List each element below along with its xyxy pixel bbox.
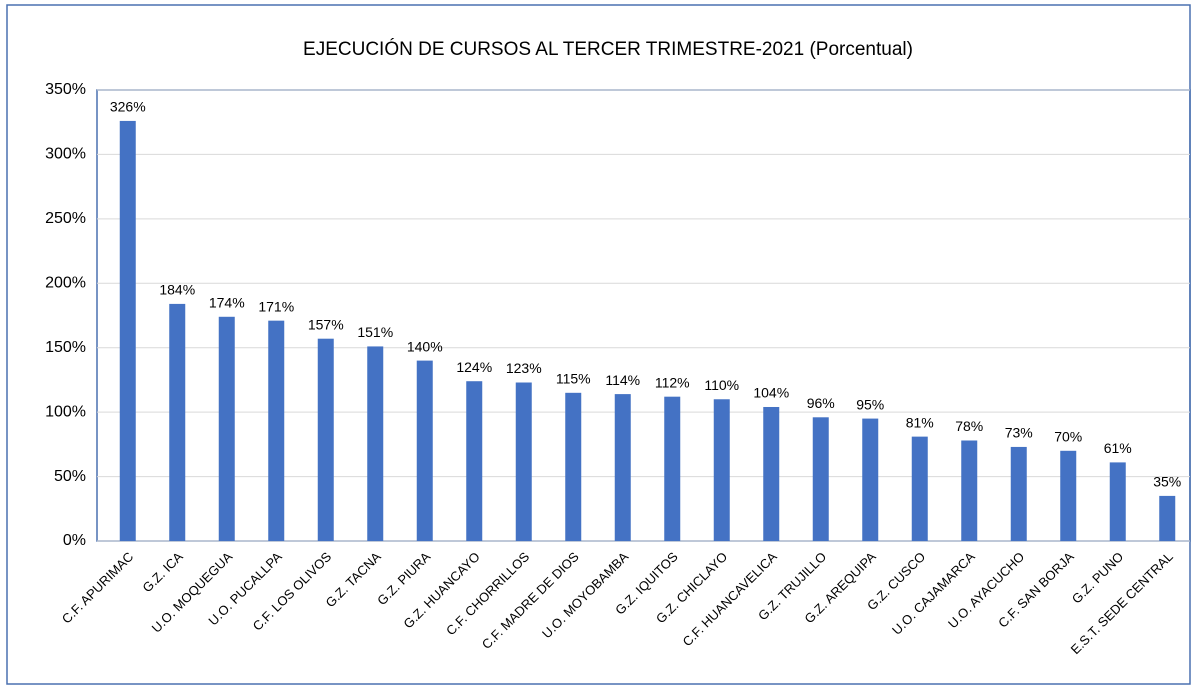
- bar: [268, 320, 285, 541]
- bar: [812, 417, 829, 541]
- bar: [713, 399, 730, 541]
- data-label: 151%: [357, 324, 393, 340]
- data-label: 110%: [704, 377, 739, 393]
- y-tick-label: 50%: [54, 468, 86, 485]
- bar: [367, 346, 384, 541]
- bar: [911, 436, 928, 541]
- bar: [218, 316, 235, 541]
- data-label: 112%: [655, 374, 690, 390]
- data-label: 114%: [605, 372, 640, 388]
- bar: [565, 392, 582, 541]
- bar: [466, 381, 483, 541]
- data-label: 78%: [955, 418, 983, 434]
- data-label: 95%: [856, 396, 884, 412]
- data-label: 157%: [308, 316, 344, 332]
- y-tick-label: 100%: [45, 403, 86, 420]
- bar: [169, 303, 186, 541]
- data-label: 140%: [407, 338, 443, 354]
- data-label: 104%: [753, 385, 789, 401]
- data-label: 171%: [258, 298, 294, 314]
- bar: [119, 120, 136, 541]
- bar: [1109, 462, 1126, 541]
- bar: [515, 382, 532, 541]
- bar: [862, 418, 879, 541]
- data-label: 326%: [110, 99, 146, 115]
- bar: [1060, 450, 1077, 541]
- bar: [317, 338, 334, 541]
- data-label: 81%: [906, 414, 934, 430]
- y-tick-label: 300%: [45, 146, 86, 163]
- y-tick-label: 150%: [45, 339, 86, 356]
- y-tick-label: 250%: [45, 210, 86, 227]
- y-tick-label: 0%: [63, 532, 86, 549]
- bar: [1159, 495, 1176, 541]
- y-tick-label: 350%: [45, 81, 86, 98]
- y-tick-label: 200%: [45, 275, 86, 292]
- bar: [1010, 446, 1027, 541]
- data-label: 123%: [506, 360, 542, 376]
- data-label: 174%: [209, 294, 245, 310]
- bar: [961, 440, 978, 541]
- data-label: 184%: [159, 282, 195, 298]
- data-label: 115%: [556, 371, 591, 387]
- bar: [763, 406, 780, 541]
- bar: [614, 394, 631, 541]
- data-label: 70%: [1054, 429, 1082, 445]
- data-label: 73%: [1005, 425, 1033, 441]
- data-label: 96%: [807, 395, 835, 411]
- data-label: 124%: [456, 359, 492, 375]
- data-label: 35%: [1153, 474, 1181, 490]
- bar: [416, 360, 433, 541]
- data-label: 61%: [1104, 440, 1132, 456]
- chart-border: [6, 4, 1191, 685]
- chart-title: EJECUCIÓN DE CURSOS AL TERCER TRIMESTRE-…: [303, 38, 913, 60]
- bar: [664, 396, 681, 541]
